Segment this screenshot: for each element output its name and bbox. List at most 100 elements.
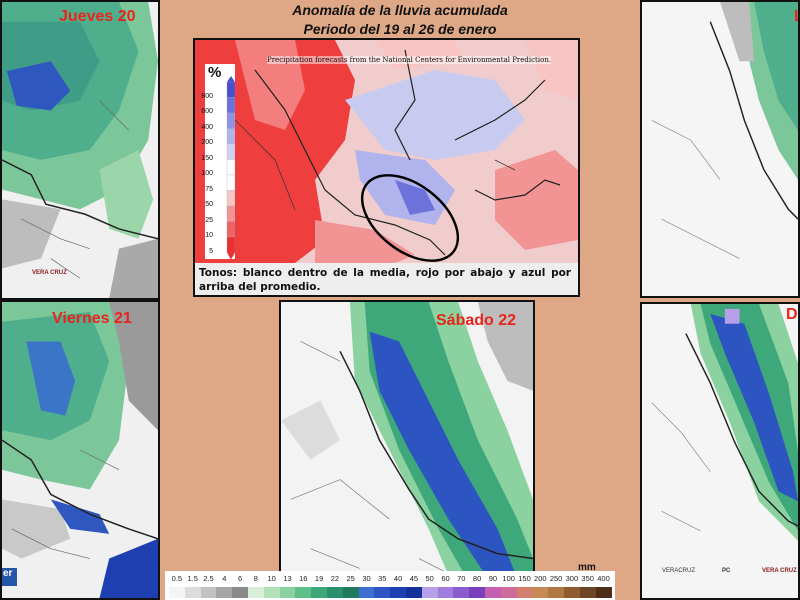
legend-label: 50 xyxy=(425,574,434,583)
anomaly-map: Precipitation forecasts from the Nationa… xyxy=(195,40,578,263)
scale-cell xyxy=(226,159,235,176)
legend-swatch xyxy=(263,587,281,598)
legend-swatch xyxy=(327,587,344,598)
legend-label: 400 xyxy=(597,574,610,583)
legend-swatch xyxy=(516,587,533,598)
legend-label: 1.5 xyxy=(187,574,198,583)
map-panel-jueves: Jueves 20 VERA CRUZ xyxy=(0,0,160,300)
scale-cell xyxy=(226,143,235,160)
legend-swatch xyxy=(579,587,597,598)
legend-swatch xyxy=(548,587,565,598)
scale-cell xyxy=(226,221,235,238)
scale-cell xyxy=(226,97,235,114)
legend-label: 4 xyxy=(222,574,227,583)
scale-label: 400 xyxy=(201,123,213,131)
legend-swatch xyxy=(437,587,454,598)
legend-swatch xyxy=(311,587,328,598)
legend-swatch xyxy=(248,587,265,598)
legend-swatch xyxy=(169,587,186,598)
scale-label: 75 xyxy=(205,185,213,193)
legend-label: 45 xyxy=(409,574,419,583)
legend-swatch xyxy=(390,587,407,598)
legend-swatch xyxy=(564,587,581,598)
inset-credit: Precipitation forecasts from the Nationa… xyxy=(267,56,552,64)
legend-label: 250 xyxy=(549,574,563,583)
scale-label: 50 xyxy=(205,201,213,208)
legend-swatch xyxy=(500,587,518,598)
legend-label: 13 xyxy=(283,574,292,583)
percent-symbol: % xyxy=(208,64,222,81)
scale-label: 5 xyxy=(209,247,213,255)
scale-cell xyxy=(226,236,235,253)
legend-label: 40 xyxy=(393,574,403,583)
scale-cell xyxy=(226,190,235,207)
legend-swatch xyxy=(595,587,612,598)
legend-swatch xyxy=(232,587,249,598)
legend-swatch xyxy=(279,587,296,598)
legend-label: 35 xyxy=(378,574,387,583)
legend-swatch xyxy=(358,587,375,598)
scale-label: 100 xyxy=(201,170,213,177)
precip-legend: 0.5 1.5 2.5 4 6 8 10 13 16 19 22 25 30 35 40 45 50 60 70 80… xyxy=(165,571,615,600)
legend-unit: mm xyxy=(578,562,596,573)
scale-cell xyxy=(226,112,235,129)
rain-map-viernes xyxy=(2,302,158,598)
anomaly-scale-bar xyxy=(226,76,235,259)
anomaly-map-graphic xyxy=(195,40,578,263)
day-label-lunes-partial: L xyxy=(794,8,798,26)
map-panel-sabado: Sábado 22 xyxy=(279,300,535,600)
rain-map-jueves xyxy=(2,2,158,298)
scale-cell xyxy=(226,81,235,98)
legend-label: 200 xyxy=(534,574,547,583)
veracruz-logo-left: VERA CRUZ xyxy=(32,270,67,276)
scale-label: 150 xyxy=(201,154,213,162)
rain-map-top-right xyxy=(642,2,798,296)
legend-swatch xyxy=(453,587,470,598)
page-title-line2: Periodo del 19 al 26 de enero xyxy=(303,21,497,37)
day-label-sabado: Sábado 22 xyxy=(436,312,517,329)
legend-label: 16 xyxy=(299,574,308,583)
legend-swatch xyxy=(295,587,312,598)
legend-label: 30 xyxy=(362,574,371,583)
scale-label: 10 xyxy=(205,232,213,239)
legend-label: 6 xyxy=(238,574,243,583)
legend-label: 90 xyxy=(488,574,498,583)
inset-caption: Tonos: blanco dentro de la media, rojo p… xyxy=(199,267,571,293)
scale-arrow-bottom xyxy=(227,252,235,259)
banner-partial: er xyxy=(2,568,17,586)
day-label-domingo-partial: D xyxy=(786,306,798,323)
legend-label: 80 xyxy=(472,574,482,583)
scale-label: 200 xyxy=(201,139,213,146)
legend-label: 300 xyxy=(565,574,579,583)
scale-arrow-top xyxy=(227,76,235,82)
legend-label: 8 xyxy=(253,574,258,583)
logo-veracruz-right: VERA CRUZ xyxy=(762,568,797,574)
legend-label: 25 xyxy=(346,574,355,583)
legend-swatch xyxy=(421,587,439,598)
legend-swatch xyxy=(406,587,423,598)
rain-map-domingo xyxy=(642,304,798,598)
scale-cell xyxy=(226,205,235,222)
legend-swatch xyxy=(342,587,360,598)
scale-cell xyxy=(226,174,235,191)
scale-label: 600 xyxy=(201,108,213,115)
legend-label: 60 xyxy=(441,574,450,583)
day-label-viernes: Viernes 21 xyxy=(52,310,132,327)
legend-swatch xyxy=(532,587,549,598)
day-label-jueves: Jueves 20 xyxy=(59,8,136,25)
legend-swatch xyxy=(485,587,502,598)
scale-label: 25 xyxy=(205,216,213,224)
legend-label: 0.5 xyxy=(171,574,183,583)
legend-label: 100 xyxy=(502,574,515,583)
logo-veracruz-gov: VERACRUZ xyxy=(662,568,696,574)
legend-label: 2.5 xyxy=(203,574,214,583)
legend-label: 22 xyxy=(330,574,340,583)
legend-label: 19 xyxy=(314,574,324,583)
legend-label: 10 xyxy=(267,574,276,583)
rain-map-sabado xyxy=(281,302,533,598)
legend-swatch xyxy=(184,587,202,598)
anomaly-scale: % 800 600 400 200 150 100 75 50 25 10 5 xyxy=(201,64,235,259)
scale-cell xyxy=(226,128,235,145)
legend-swatch xyxy=(469,587,486,598)
logo-pc: PC xyxy=(722,568,731,574)
